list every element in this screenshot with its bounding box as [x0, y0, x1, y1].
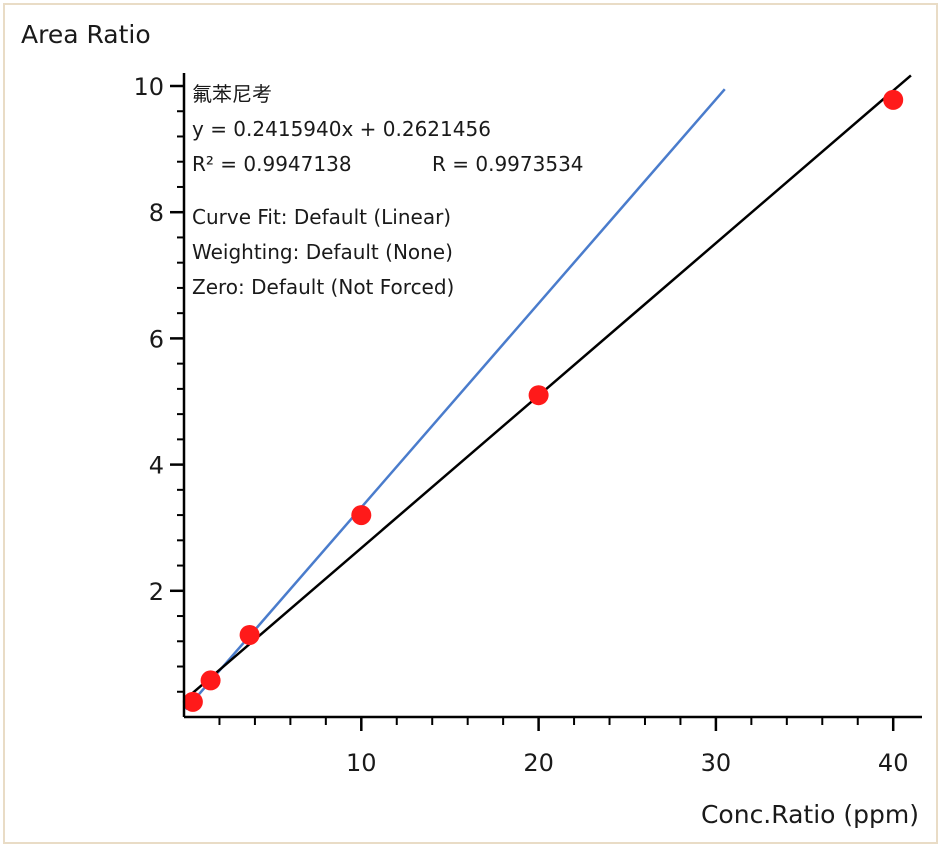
data-point [528, 385, 549, 406]
x-tick-label: 10 [346, 749, 377, 777]
r-value: R = 0.9973534 [432, 152, 584, 176]
y-tick-label: 4 [149, 452, 164, 480]
y-axis-ticks: 2 4 6 8 10 [133, 73, 184, 693]
reference-line [184, 88, 726, 711]
chart-frame: 2 4 6 8 10 10 20 30 40 Area Ratio Conc.Ratio (p… [3, 3, 938, 844]
x-axis-title: Conc.Ratio (ppm) [701, 800, 919, 829]
plot-area [182, 74, 912, 712]
y-axis-title: Area Ratio [21, 20, 151, 49]
zero-setting: Zero: Default (Not Forced) [192, 275, 454, 299]
r-squared-value: R² = 0.9947138 [192, 152, 352, 176]
data-point [200, 670, 221, 691]
data-point [182, 691, 203, 712]
axes: 2 4 6 8 10 10 20 30 40 [133, 73, 922, 777]
y-tick-label: 8 [149, 199, 164, 227]
compound-name: 氟苯尼考 [192, 82, 272, 106]
regression-equation: y = 0.2415940x + 0.2621456 [192, 117, 491, 141]
y-tick-label: 2 [149, 578, 164, 606]
weighting-setting: Weighting: Default (None) [192, 240, 453, 264]
data-point [239, 624, 260, 645]
data-point [883, 89, 904, 110]
x-tick-label: 20 [523, 749, 554, 777]
y-tick-label: 6 [149, 325, 164, 353]
data-point [351, 505, 372, 526]
fit-annotation: 氟苯尼考 y = 0.2415940x + 0.2621456 R² = 0.9… [192, 82, 584, 299]
curve-fit-setting: Curve Fit: Default (Linear) [192, 205, 451, 229]
x-tick-label: 40 [878, 749, 909, 777]
calibration-chart: 2 4 6 8 10 10 20 30 40 Area Ratio Conc.Ratio (p… [21, 20, 922, 829]
x-axis-ticks: 10 20 30 40 [218, 717, 909, 777]
y-tick-label: 10 [133, 73, 164, 101]
x-tick-label: 30 [701, 749, 732, 777]
regression-line [183, 74, 912, 702]
